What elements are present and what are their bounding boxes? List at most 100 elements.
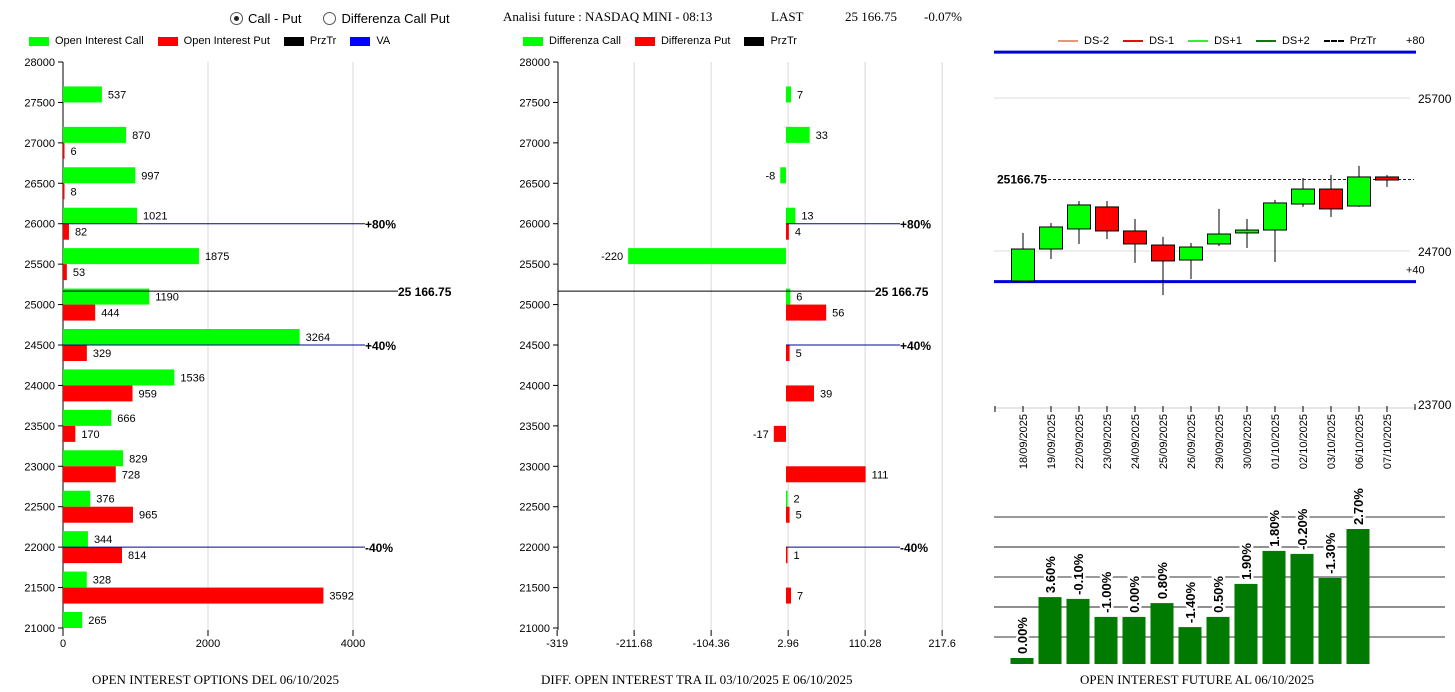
last-value: 25 166.75 bbox=[845, 9, 897, 24]
x-tick-label: 2.96 bbox=[777, 638, 798, 650]
bar-value-label: 13 bbox=[801, 211, 813, 223]
y-tick-label: 22000 bbox=[24, 542, 55, 554]
call-bar bbox=[786, 86, 792, 103]
candle-up bbox=[1263, 202, 1287, 231]
bar-value-label: 3264 bbox=[306, 332, 330, 344]
x-tick-label: 217.6 bbox=[928, 638, 956, 650]
legend-item: Open Interest Call bbox=[29, 35, 144, 47]
y-tick-label: 22000 bbox=[519, 542, 550, 554]
oi-bar-label: 3.60% bbox=[1043, 556, 1058, 593]
bar-value-label: 328 bbox=[93, 575, 111, 587]
oi-bar bbox=[1010, 658, 1034, 664]
radio-unselected-icon bbox=[323, 12, 337, 25]
bar-value-label: 53 bbox=[73, 267, 85, 279]
radio-call-put[interactable]: Call - Put bbox=[230, 11, 301, 26]
legend-label: Differenza Put bbox=[660, 35, 731, 47]
y-tick-label: 24500 bbox=[519, 340, 550, 352]
legend-item: Differenza Call bbox=[523, 35, 621, 47]
put-bar bbox=[786, 466, 866, 483]
call-bar bbox=[628, 248, 786, 265]
y-tick-label: 27000 bbox=[519, 138, 550, 150]
put-bar bbox=[786, 304, 827, 321]
oi-bar-label: -0.10% bbox=[1071, 553, 1086, 595]
legend-label: DS-2 bbox=[1084, 35, 1110, 47]
bar-value-label: 33 bbox=[816, 130, 828, 142]
put-bar bbox=[63, 183, 65, 200]
oi-bar bbox=[1206, 616, 1230, 664]
va-line-label: +80% bbox=[365, 218, 396, 232]
radio-differenza-call-put[interactable]: Differenza Call Put bbox=[323, 11, 450, 26]
bar-value-label: 344 bbox=[94, 534, 112, 546]
bar-value-label: 537 bbox=[108, 89, 126, 101]
date-label: 24/09/2025 bbox=[1130, 414, 1142, 469]
swatch bbox=[283, 36, 304, 46]
legend-item: DS-2 bbox=[1058, 35, 1109, 47]
y-tick-label: 28000 bbox=[24, 57, 55, 69]
y-tick-label: 26500 bbox=[519, 178, 550, 190]
x-tick-label: 110.28 bbox=[849, 638, 882, 650]
bar-value-label: 6 bbox=[71, 146, 77, 158]
legend-item: Open Interest Put bbox=[157, 35, 270, 47]
oi-bar bbox=[1262, 550, 1286, 664]
y-tick-label: 23500 bbox=[24, 421, 55, 433]
oi-bar-label: 0.80% bbox=[1155, 562, 1170, 599]
bar-value-label: 997 bbox=[141, 170, 159, 182]
oi-bar-label: 0.00% bbox=[1015, 617, 1030, 654]
call-bar bbox=[63, 167, 136, 184]
y-tick-label: 24000 bbox=[24, 380, 55, 392]
call-bar bbox=[63, 329, 300, 345]
bar-value-label: 870 bbox=[132, 130, 150, 142]
candle-up bbox=[1011, 248, 1035, 282]
va-line-label: +40% bbox=[900, 339, 931, 353]
bar-value-label: 39 bbox=[820, 388, 832, 400]
legend-item: DS-1 bbox=[1123, 35, 1174, 47]
y-tick-label: 21000 bbox=[519, 623, 550, 635]
bar-value-label: 728 bbox=[122, 469, 140, 481]
x-tick-label: 4000 bbox=[341, 638, 365, 650]
bar-value-label: 5 bbox=[796, 510, 802, 522]
swatch bbox=[523, 36, 543, 46]
va-line-label: -40% bbox=[365, 541, 393, 555]
bar-value-label: -220 bbox=[601, 251, 623, 263]
bar-value-label: 265 bbox=[88, 615, 106, 627]
legend-right: DS-2 DS-1 DS+1 DS+2 PrzTr bbox=[1058, 35, 1376, 47]
call-bar bbox=[63, 490, 91, 507]
bar-value-label: 1190 bbox=[155, 292, 179, 304]
call-bar bbox=[786, 126, 810, 143]
bar-value-label: 1875 bbox=[205, 251, 229, 263]
candle-up bbox=[1039, 226, 1063, 250]
last-label: LAST bbox=[771, 9, 804, 24]
legend-left: Open Interest Call Open Interest Put Prz… bbox=[29, 35, 390, 47]
oi-bar-label: -1.00% bbox=[1099, 571, 1114, 613]
date-label: 07/10/2025 bbox=[1382, 414, 1394, 469]
put-bar bbox=[63, 264, 67, 281]
y-tick-label: 25000 bbox=[519, 300, 550, 312]
put-bar bbox=[63, 587, 324, 604]
legend-item: DS+2 bbox=[1255, 35, 1310, 47]
candle-down bbox=[1151, 244, 1175, 262]
candle-down bbox=[1123, 230, 1147, 245]
y-tick-label: 26000 bbox=[24, 219, 55, 231]
put-bar bbox=[773, 425, 786, 442]
y-tick-label: 28000 bbox=[519, 57, 550, 69]
y-tick-label: 21500 bbox=[24, 583, 55, 595]
legend-item: PrzTr bbox=[744, 35, 797, 47]
bar-value-label: 5 bbox=[796, 348, 802, 360]
y-tick-label: 23500 bbox=[519, 421, 550, 433]
swatch bbox=[29, 36, 49, 46]
candle-up bbox=[1207, 233, 1231, 245]
last-change: -0.07% bbox=[924, 9, 962, 24]
bar-value-label: 2 bbox=[794, 494, 800, 506]
y-tick-label: 27500 bbox=[24, 97, 55, 109]
legend-label: PrzTr bbox=[309, 35, 337, 47]
bar-value-label: 3592 bbox=[329, 591, 353, 603]
call-bar bbox=[63, 571, 87, 588]
oi-bar bbox=[1094, 616, 1118, 664]
y-tick-label: 26500 bbox=[24, 178, 55, 190]
bar-value-label: 82 bbox=[75, 227, 87, 239]
date-label: 06/10/2025 bbox=[1354, 414, 1366, 469]
oi-bar bbox=[1122, 616, 1146, 664]
date-label: 03/10/2025 bbox=[1326, 414, 1338, 469]
oi-bar bbox=[1066, 598, 1090, 664]
bar-value-label: 111 bbox=[872, 469, 889, 481]
